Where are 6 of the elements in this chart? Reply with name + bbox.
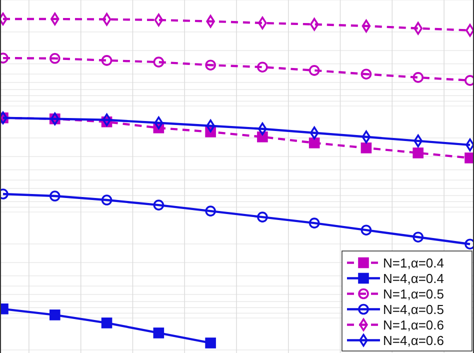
- legend-label: N=1,α=0.5: [383, 286, 444, 302]
- legend-label: N=1,α=0.6: [383, 317, 444, 332]
- legend-label: N=1,α=0.4: [383, 255, 444, 270]
- legend-label: N=4,α=0.6: [383, 332, 444, 348]
- legend-label: N=4,α=0.4: [383, 270, 444, 286]
- legend-label: N=4,α=0.5: [383, 302, 444, 317]
